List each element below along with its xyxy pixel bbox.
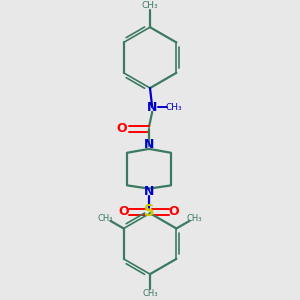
Text: CH₃: CH₃ (142, 1, 158, 10)
Text: N: N (144, 185, 154, 198)
Text: O: O (119, 205, 129, 218)
Text: N: N (144, 138, 154, 151)
Text: CH₃: CH₃ (187, 214, 202, 223)
Text: CH₃: CH₃ (166, 103, 182, 112)
Text: O: O (169, 205, 179, 218)
Text: CH₃: CH₃ (142, 290, 158, 298)
Text: O: O (117, 122, 128, 135)
Text: CH₃: CH₃ (98, 214, 113, 223)
Text: N: N (147, 101, 158, 114)
Text: S: S (144, 204, 154, 219)
